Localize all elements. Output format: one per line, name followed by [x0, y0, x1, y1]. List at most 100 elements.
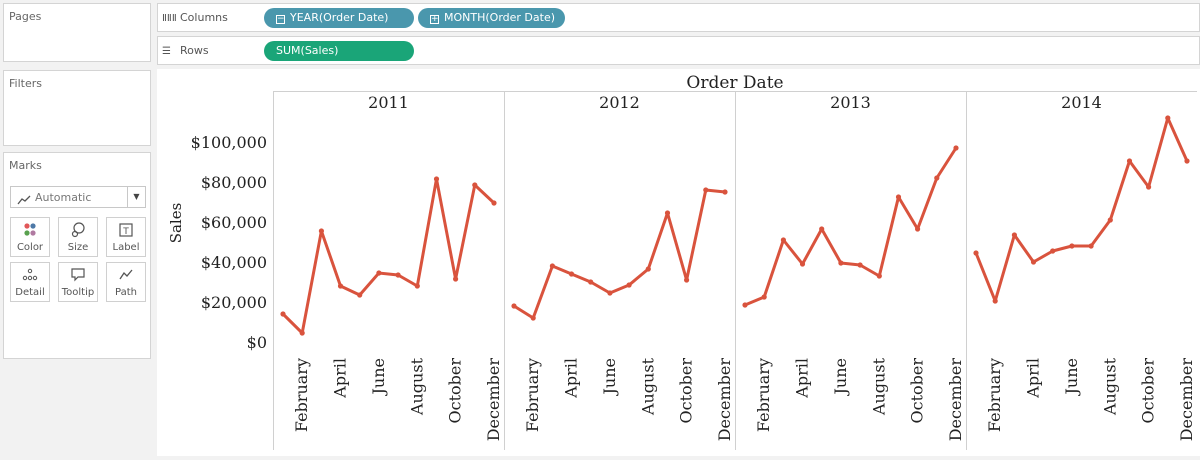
size-label: Size	[67, 242, 89, 253]
y-tick-label: $20,000	[201, 293, 267, 312]
path-label: Path	[115, 287, 137, 298]
detail-button[interactable]: Detail	[10, 262, 50, 302]
data-point	[280, 311, 286, 317]
month-tick-label: August	[869, 357, 888, 416]
data-point	[376, 270, 382, 276]
data-point	[838, 260, 844, 266]
data-point	[857, 262, 863, 268]
y-tick-label: $100,000	[191, 133, 267, 152]
data-point	[337, 283, 344, 289]
year-header-2013: 2013	[830, 93, 871, 112]
mark-type-dropdown[interactable]: Automatic ▼	[10, 186, 146, 208]
data-point	[511, 303, 517, 309]
data-point	[318, 228, 324, 234]
data-point	[453, 276, 459, 282]
sales-line-2012	[513, 188, 726, 320]
month-pill-label: MONTH(Order Date)	[444, 11, 555, 24]
data-point	[742, 302, 748, 308]
expand-icon[interactable]: +	[430, 14, 439, 24]
sum-sales-pill[interactable]: SUM(Sales)	[264, 41, 414, 61]
data-point	[1184, 158, 1190, 164]
data-point	[433, 176, 440, 182]
data-point	[645, 266, 651, 272]
data-point	[876, 273, 882, 279]
month-tick-label: October	[446, 358, 465, 424]
month-tick-label: February	[523, 358, 542, 432]
color-label: Color	[16, 242, 44, 253]
path-button[interactable]: Path	[106, 262, 146, 302]
month-tick-label: February	[292, 358, 311, 432]
data-point	[1030, 259, 1037, 265]
y-axis-title: Sales	[167, 203, 185, 244]
chevron-down-icon[interactable]: ▼	[127, 187, 145, 207]
rows-shelf[interactable]: ☰ Rows SUM(Sales)	[157, 36, 1200, 65]
color-dots-icon	[11, 222, 49, 238]
data-point	[299, 330, 305, 336]
data-point	[1050, 248, 1056, 254]
tooltip-label: Tooltip	[61, 287, 95, 298]
detail-label: Detail	[15, 287, 45, 298]
data-point	[1146, 184, 1152, 190]
month-tick-label: August	[638, 357, 657, 416]
marks-card: Marks Automatic ▼ Color Size T	[3, 152, 151, 359]
data-point	[703, 187, 709, 193]
y-tick-label: $0	[247, 333, 267, 352]
size-icon	[59, 222, 97, 238]
month-tick-label: April	[331, 358, 350, 399]
columns-shelf-label: ⅡⅡⅡ Columns	[162, 11, 228, 24]
viz-view[interactable]: Order Date Sales $0 $20,000 $40,000 $60,000 $8…	[157, 69, 1200, 456]
data-point	[549, 263, 555, 269]
month-tick-label: June	[600, 358, 619, 397]
year-order-date-pill[interactable]: − YEAR(Order Date)	[264, 8, 414, 28]
month-tick-label: October	[1139, 358, 1158, 424]
filters-card[interactable]: Filters	[3, 70, 151, 146]
label-button[interactable]: T Label	[106, 217, 146, 257]
sales-line-2011	[281, 177, 496, 335]
data-point	[1126, 158, 1133, 164]
tooltip-button[interactable]: Tooltip	[58, 262, 98, 302]
data-point	[761, 294, 767, 300]
sum-sales-label: SUM(Sales)	[276, 44, 339, 57]
columns-shelf[interactable]: ⅡⅡⅡ Columns − YEAR(Order Date) + MONTH(Orde…	[157, 3, 1200, 32]
month-tick-label: October	[908, 358, 927, 424]
data-point	[819, 226, 825, 232]
month-tick-label: June	[831, 358, 850, 397]
month-tick-label: February	[754, 358, 773, 432]
data-point	[992, 298, 998, 304]
data-point	[895, 194, 902, 200]
month-tick-label: December	[946, 358, 965, 442]
data-point	[973, 250, 979, 256]
data-point	[1069, 243, 1075, 249]
y-tick-label: $60,000	[201, 213, 267, 232]
year-pill-label: YEAR(Order Date)	[290, 11, 389, 24]
data-point	[357, 292, 363, 298]
data-point	[1011, 232, 1018, 238]
size-button[interactable]: Size	[58, 217, 98, 257]
sales-line-chart[interactable]: Order Date Sales $0 $20,000 $40,000 $60,000 $8…	[157, 69, 1200, 456]
rows-icon: ☰	[162, 46, 171, 57]
pages-card[interactable]: Pages	[3, 3, 151, 62]
color-button[interactable]: Color	[10, 217, 50, 257]
month-tick-label: October	[677, 358, 696, 424]
month-order-date-pill[interactable]: + MONTH(Order Date)	[418, 8, 565, 28]
y-tick-label: $80,000	[201, 173, 267, 192]
data-point	[491, 200, 497, 206]
data-point	[1107, 217, 1113, 223]
data-point	[1165, 115, 1171, 121]
sales-line-2013	[744, 147, 958, 307]
data-point	[395, 272, 401, 278]
data-point	[934, 175, 940, 181]
year-header-2011: 2011	[368, 93, 409, 112]
month-tick-label: June	[1062, 358, 1081, 397]
data-point	[1088, 243, 1094, 249]
data-point	[588, 279, 594, 285]
sales-line-2014	[974, 116, 1189, 303]
collapse-icon[interactable]: −	[276, 14, 285, 24]
data-point	[414, 283, 420, 289]
month-tick-label: April	[1024, 358, 1043, 399]
data-point	[530, 315, 536, 321]
data-point	[568, 271, 575, 277]
line-mark-icon	[17, 191, 31, 210]
path-icon	[107, 267, 145, 283]
rows-shelf-label: ☰ Rows	[162, 44, 209, 57]
